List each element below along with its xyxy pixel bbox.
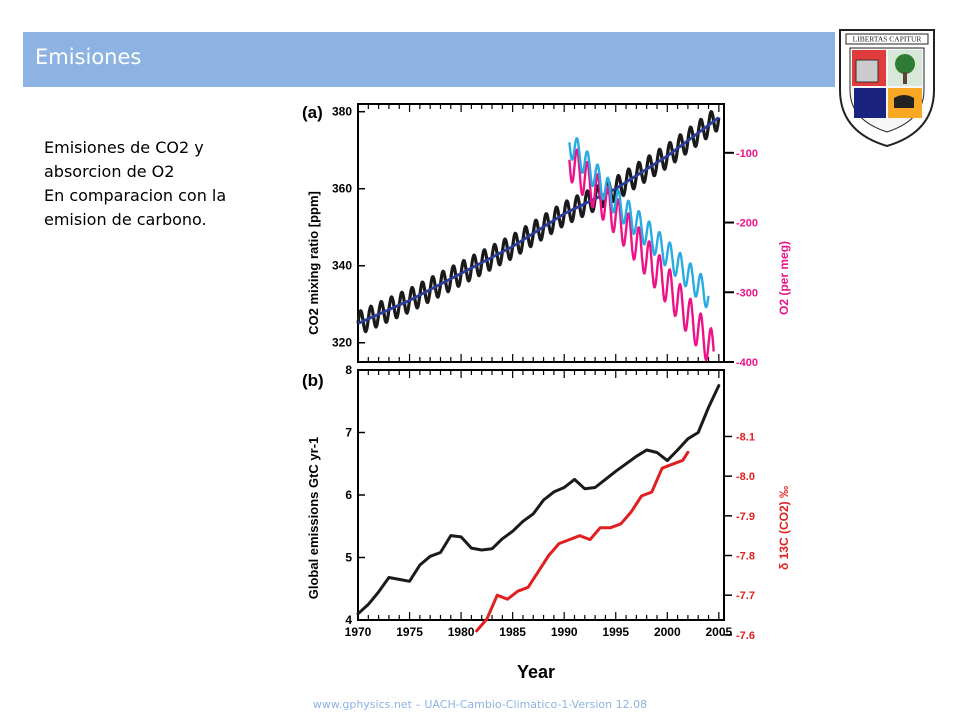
x-tick-label-year: 1985 <box>499 625 526 639</box>
series-o2_station_2 <box>568 137 710 309</box>
body-text: Emisiones de CO2 y absorcion de O2 En co… <box>44 136 284 232</box>
y2-tick-label-delta13c: -8.0 <box>736 471 755 483</box>
panel-a-label: (a) <box>302 103 323 122</box>
emissions-chart: (a) (b) CO2 mixing ratio [ppm] O2 (per m… <box>302 103 791 682</box>
panel-b-label: (b) <box>302 371 324 390</box>
panel-a-frame <box>357 103 725 363</box>
svg-text:LIBERTAS CAPITUR: LIBERTAS CAPITUR <box>853 35 922 44</box>
slide-title: Emisiones <box>35 45 142 69</box>
y2-tick-label-delta13c: -7.7 <box>736 590 755 602</box>
footer-text: www.gphysics.net – UACH-Cambio-Climatico… <box>312 698 648 711</box>
x-tick-label-year: 1970 <box>345 625 372 639</box>
y-tick-label-co2: 320 <box>332 336 352 350</box>
body-line: Emisiones de CO2 y <box>44 138 204 157</box>
axis-label-co2: CO2 mixing ratio [ppm] <box>306 191 321 335</box>
axis-label-emissions: Global emissions GtC yr-1 <box>306 437 321 600</box>
y-tick-label-emissions: 6 <box>345 488 352 502</box>
series-emissions <box>356 384 721 616</box>
x-tick-label-year: 1975 <box>396 625 423 639</box>
y2-tick-label-delta13c: -7.9 <box>736 511 755 523</box>
y2-tick-label-o2: -300 <box>736 287 758 299</box>
y-tick-label-emissions: 7 <box>345 426 352 440</box>
y-tick-label-co2: 360 <box>332 182 352 196</box>
y-tick-label-co2: 340 <box>332 259 352 273</box>
x-tick-label-year: 1995 <box>602 625 629 639</box>
y2-tick-label-o2: -100 <box>736 148 758 160</box>
axis-label-o2: O2 (per meg) <box>777 241 791 315</box>
y2-tick-label-delta13c: -8.1 <box>736 431 755 443</box>
y2-tick-label-o2: -200 <box>736 218 758 230</box>
axis-label-delta13c: δ 13C (CO2) ‰ <box>777 486 791 570</box>
y-tick-label-emissions: 8 <box>345 363 352 377</box>
series-o2_station_1 <box>568 148 715 362</box>
x-tick-label-year: 2000 <box>654 625 681 639</box>
series-co2_trend <box>357 116 720 325</box>
body-line: En comparacion con la <box>44 186 227 205</box>
university-crest-logo: LIBERTAS CAPITUR <box>839 29 935 148</box>
y2-tick-label-delta13c: -7.6 <box>736 630 755 642</box>
panel-b-frame <box>357 369 725 621</box>
body-line: emision de carbono. <box>44 210 207 229</box>
y2-tick-label-delta13c: -7.8 <box>736 551 755 563</box>
x-tick-label-year: 2005 <box>705 625 732 639</box>
x-tick-label-year: 1990 <box>551 625 578 639</box>
y-tick-label-co2: 380 <box>332 105 352 119</box>
axis-label-year: Year <box>517 662 555 682</box>
y-tick-label-emissions: 5 <box>345 551 352 565</box>
y2-tick-label-o2: -400 <box>736 357 758 369</box>
x-tick-label-year: 1980 <box>448 625 475 639</box>
title-bar: Emisiones <box>23 32 835 87</box>
body-line: absorcion de O2 <box>44 162 175 181</box>
series-delta13c <box>475 450 690 633</box>
y-tick-label-emissions: 4 <box>345 613 352 627</box>
